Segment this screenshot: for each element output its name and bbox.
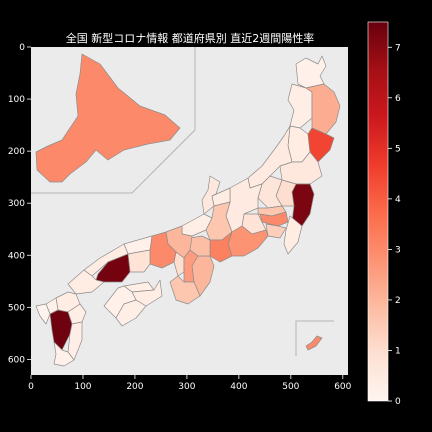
region-nagasaki[interactable] <box>35 303 51 325</box>
region-chiba[interactable] <box>283 215 303 255</box>
region-yamaguchi[interactable] <box>67 269 105 295</box>
region-aomori[interactable] <box>295 55 327 89</box>
colorbar-scale <box>367 21 389 402</box>
colorbar-tick-label: 1 <box>395 346 401 356</box>
region-nara[interactable] <box>183 249 199 283</box>
map-plot-area: 0 100 200 300 400 500 600 0 100 200 300 400 500 600 <box>8 43 352 392</box>
x-tick-label: 400 <box>230 382 247 392</box>
okinawa-inset-frame <box>295 320 334 356</box>
y-tick-label: 0 <box>19 43 25 53</box>
colorbar: 0 1 2 3 4 5 6 7 <box>367 21 401 407</box>
y-tick-label: 100 <box>8 95 25 105</box>
y-tick-label: 200 <box>8 147 25 157</box>
region-kochi[interactable] <box>115 299 147 327</box>
inset-frames <box>31 47 334 356</box>
region-okayama[interactable] <box>127 249 151 273</box>
colorbar-tick-label: 4 <box>395 195 401 205</box>
x-tick-label: 0 <box>28 382 34 392</box>
x-tick-label: 100 <box>74 382 91 392</box>
region-aichi[interactable] <box>209 231 233 263</box>
map-title: 全国 新型コロナ情報 都道府県別 直近2週間陽性率 <box>66 31 315 45</box>
region-layer <box>35 53 341 367</box>
colorbar-tick-label: 7 <box>395 43 401 53</box>
x-tick-label: 500 <box>282 382 299 392</box>
colorbar-tick-label: 6 <box>395 94 401 104</box>
x-tick-label: 200 <box>126 382 143 392</box>
hokkaido-inset-frame <box>31 47 196 194</box>
colorbar-tick-label: 3 <box>395 245 401 255</box>
region-gunma[interactable] <box>257 175 283 209</box>
region-kagoshima[interactable] <box>53 341 75 367</box>
region-hokkaido[interactable] <box>35 53 181 183</box>
region-akita[interactable] <box>287 83 313 129</box>
y-tick-label: 400 <box>8 251 25 261</box>
region-wakayama[interactable] <box>169 275 201 305</box>
colorbar-tick-label: 5 <box>395 144 401 154</box>
colorbar-tick-label: 0 <box>395 397 401 407</box>
x-tick-label: 600 <box>334 382 351 392</box>
map-axes: 0 100 200 300 400 500 600 0 100 200 300 400 500 600 <box>8 43 352 392</box>
y-tick-label: 500 <box>8 303 25 313</box>
y-tick-label: 600 <box>8 355 25 365</box>
x-tick-label: 300 <box>178 382 195 392</box>
region-okinawa[interactable] <box>305 335 323 351</box>
colorbar-tick-label: 2 <box>395 296 401 306</box>
region-iwate[interactable] <box>305 83 341 135</box>
y-tick-label: 300 <box>8 199 25 209</box>
